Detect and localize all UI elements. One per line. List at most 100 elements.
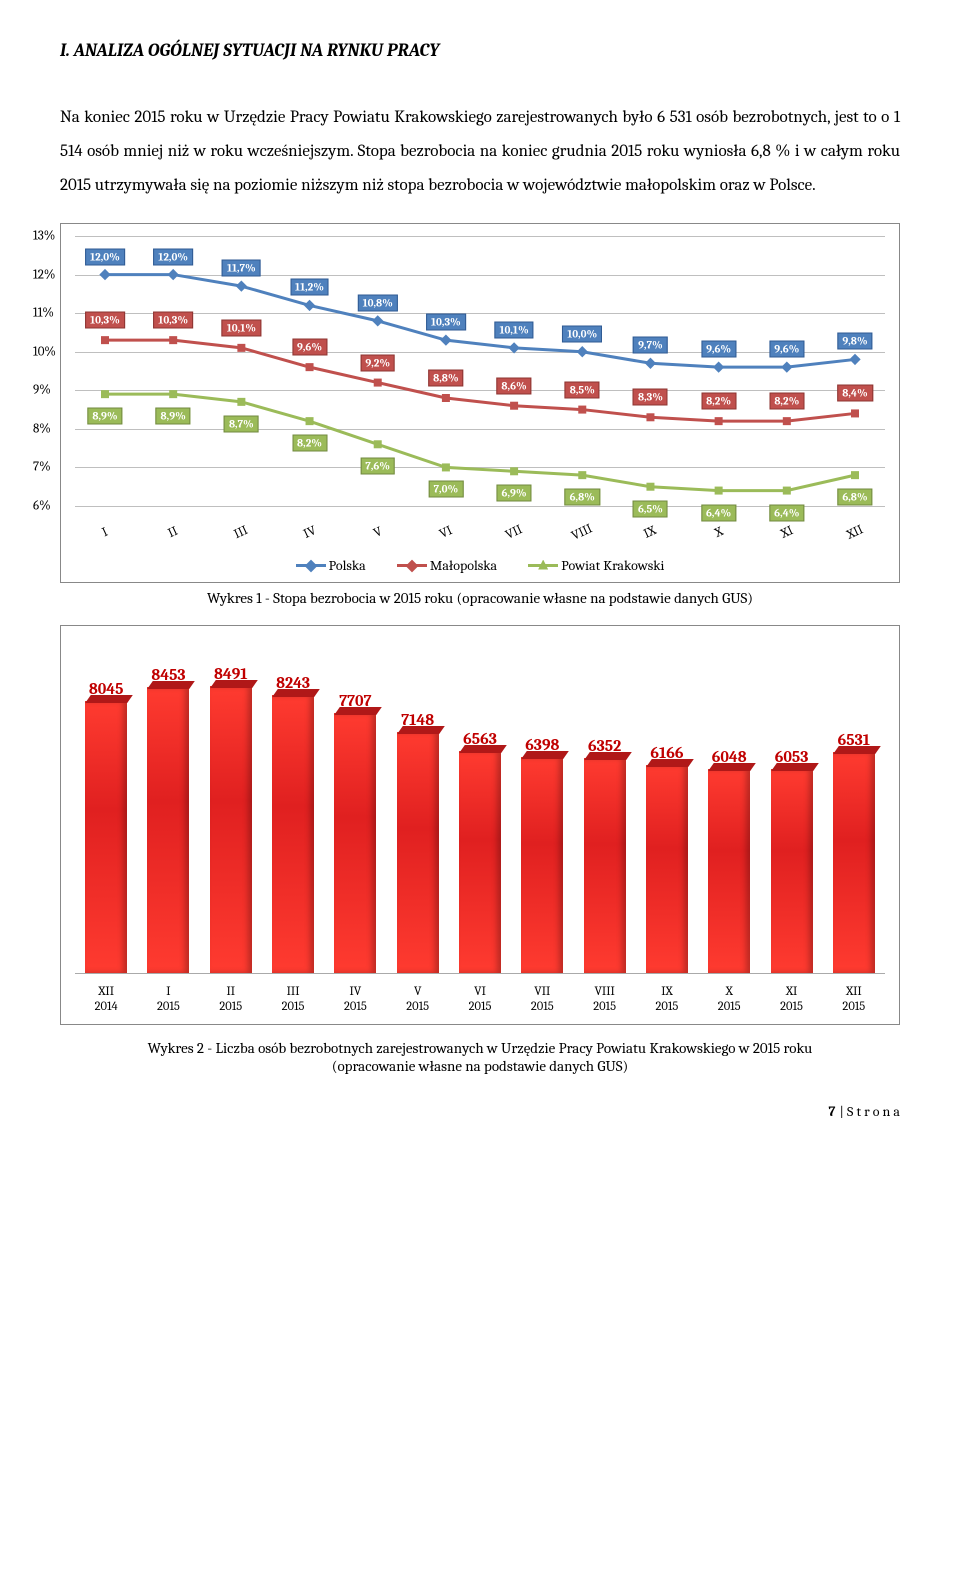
bar-x-label: III2015: [263, 985, 323, 1016]
bar: [771, 769, 813, 973]
bar: [833, 752, 875, 973]
y-tick: 11%: [33, 306, 54, 321]
bar-value: 7148: [401, 711, 434, 729]
y-tick: 10%: [33, 344, 56, 359]
bar-x-label: XII2014: [76, 985, 136, 1016]
data-label: 9,6%: [701, 341, 736, 358]
bar: [584, 758, 626, 973]
bar-x-label: XI2015: [762, 985, 822, 1016]
data-label: 10,0%: [562, 325, 602, 342]
bar-value: 6166: [650, 744, 683, 762]
line-chart: 6%7%8%9%10%11%12%13%12,0%12,0%11,7%11,2%…: [75, 236, 885, 546]
bar: [334, 713, 376, 973]
data-label: 11,2%: [290, 279, 329, 296]
data-label: 8,7%: [224, 415, 259, 432]
bar-value: 6048: [712, 748, 747, 766]
data-label: 12,0%: [153, 248, 193, 265]
data-label: 8,9%: [87, 408, 122, 425]
data-label: 8,3%: [633, 389, 668, 406]
data-label: 10,3%: [153, 312, 193, 329]
chart1-container: 6%7%8%9%10%11%12%13%12,0%12,0%11,7%11,2%…: [60, 223, 900, 583]
y-tick: 7%: [33, 460, 51, 475]
bar-value: 6531: [838, 731, 870, 749]
bar: [397, 732, 439, 973]
data-label: 8,8%: [428, 370, 464, 387]
section-heading: I. ANALIZA OGÓLNEJ SYTUACJI NA RYNKU PRA…: [60, 40, 900, 61]
bar-x-label: IX2015: [637, 985, 697, 1016]
y-tick: 13%: [33, 229, 55, 244]
data-label: 6,9%: [497, 485, 532, 502]
data-label: 10,1%: [222, 319, 261, 336]
bar-x-label: V2015: [388, 985, 448, 1016]
chart2-caption: Wykres 2 - Liczba osób bezrobotnych zare…: [60, 1039, 900, 1075]
bar-x-label: VI2015: [450, 985, 510, 1016]
data-label: 8,2%: [292, 435, 327, 452]
bar-value: 8491: [214, 665, 248, 683]
data-label: 7,6%: [360, 458, 395, 475]
bar: [646, 765, 688, 973]
data-label: 8,2%: [701, 393, 736, 410]
bar-x-label: I2015: [138, 985, 198, 1016]
data-label: 8,5%: [565, 381, 600, 398]
bar-value: 6563: [463, 730, 497, 748]
x-tick: IV: [301, 523, 318, 542]
legend-powiat: Powiat Krakowski: [528, 557, 664, 574]
x-tick: II: [166, 524, 180, 541]
data-label: 6,8%: [837, 489, 872, 506]
data-label: 8,2%: [769, 393, 804, 410]
chart1-legend: Polska Małopolska Powiat Krakowski: [71, 554, 889, 574]
data-label: 9,2%: [360, 354, 395, 371]
x-tick: XII: [844, 522, 865, 543]
bar: [147, 687, 189, 973]
data-label: 10,3%: [85, 312, 125, 329]
data-label: 7,0%: [429, 481, 464, 498]
y-tick: 8%: [33, 421, 51, 436]
y-tick: 6%: [33, 499, 51, 514]
data-label: 12,0%: [85, 248, 125, 265]
x-tick: VIII: [570, 521, 596, 544]
bar-x-label: II2015: [201, 985, 261, 1016]
page-footer: 7 | S t r o n a: [60, 1103, 900, 1120]
bar-x-label: IV2015: [325, 985, 385, 1016]
bar-x-label: XII2015: [824, 985, 884, 1016]
bar: [708, 769, 750, 973]
data-label: 10,1%: [494, 321, 533, 338]
x-tick: III: [232, 523, 250, 542]
x-tick: I: [100, 525, 110, 540]
x-tick: XI: [778, 523, 795, 542]
x-tick: V: [371, 524, 384, 541]
data-label: 11,7%: [222, 260, 261, 277]
x-tick: X: [712, 524, 725, 541]
x-tick: VII: [503, 522, 524, 543]
y-tick: 12%: [33, 267, 55, 282]
x-tick: VI: [437, 523, 454, 542]
data-label: 10,3%: [426, 314, 466, 331]
bar-x-label: VIII2015: [575, 985, 635, 1016]
bar-value: 6352: [588, 737, 621, 755]
bar-value: 8243: [276, 674, 310, 692]
legend-polska: Polska: [296, 557, 366, 574]
data-label: 9,6%: [292, 339, 327, 356]
bar-value: 7707: [339, 692, 371, 710]
data-label: 8,6%: [496, 377, 531, 394]
data-label: 9,8%: [837, 333, 872, 350]
bar-x-label: X2015: [699, 985, 759, 1016]
chart1-caption: Wykres 1 - Stopa bezrobocia w 2015 roku …: [60, 589, 900, 607]
bar-value: 8453: [151, 666, 185, 684]
chart2-container: XII2014I2015II2015III2015IV2015V2015VI20…: [60, 625, 900, 1025]
data-label: 10,8%: [358, 294, 398, 311]
data-label: 9,7%: [633, 337, 668, 354]
legend-malopolska: Małopolska: [397, 557, 497, 574]
bar-chart: XII2014I2015II2015III2015IV2015V2015VI20…: [75, 640, 885, 1020]
bar: [459, 751, 501, 973]
bar-value: 6398: [525, 736, 559, 754]
bar: [521, 757, 563, 973]
data-label: 8,4%: [837, 385, 873, 402]
data-label: 6,8%: [565, 489, 600, 506]
x-tick: IX: [642, 523, 659, 542]
y-tick: 9%: [33, 383, 51, 398]
data-label: 8,9%: [156, 408, 191, 425]
intro-paragraph: Na koniec 2015 roku w Urzędzie Pracy Pow…: [60, 101, 900, 203]
bar: [272, 695, 314, 973]
bar-x-label: VII2015: [512, 985, 572, 1016]
